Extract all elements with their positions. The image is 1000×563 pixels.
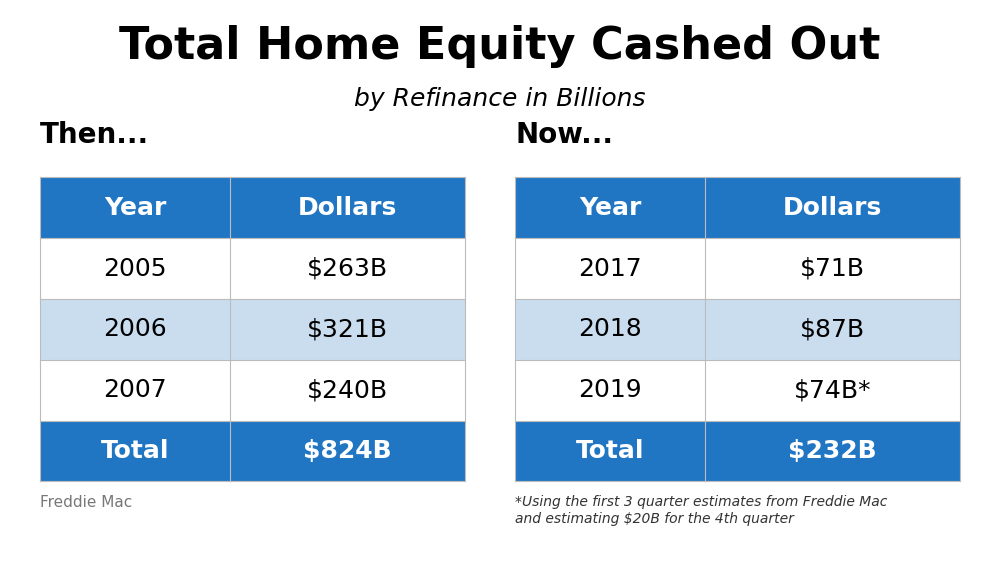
Bar [40,421,230,481]
Bar [515,299,705,360]
Text: by Refinance in Billions: by Refinance in Billions [354,87,646,111]
Text: Dollars: Dollars [783,196,882,220]
Text: $824B: $824B [303,439,392,463]
Text: Dollars: Dollars [298,196,397,220]
Bar [40,238,230,299]
Text: $71B: $71B [800,257,865,280]
Text: 2006: 2006 [103,318,167,341]
Bar [515,421,705,481]
Text: $321B: $321B [307,318,388,341]
Text: 2017: 2017 [578,257,642,280]
Text: Total Home Equity Cashed Out: Total Home Equity Cashed Out [119,25,881,68]
Bar [515,177,705,238]
Text: 2007: 2007 [103,378,167,402]
Text: Now...: Now... [515,121,613,149]
Text: 2018: 2018 [578,318,642,341]
Text: Year: Year [579,196,641,220]
Text: $74B*: $74B* [794,378,871,402]
Bar [40,299,230,360]
Bar [230,299,465,360]
Text: 2019: 2019 [578,378,642,402]
Text: *Using the first 3 quarter estimates from Freddie Mac
and estimating $20B for th: *Using the first 3 quarter estimates fro… [515,495,887,526]
Bar [705,177,960,238]
Text: Total: Total [576,439,644,463]
Bar [230,421,465,481]
Bar [515,360,705,421]
Text: $232B: $232B [788,439,877,463]
Bar [705,421,960,481]
Text: Then...: Then... [40,121,149,149]
Bar [705,299,960,360]
Bar [705,360,960,421]
Text: Freddie Mac: Freddie Mac [40,495,132,511]
Text: 2005: 2005 [103,257,167,280]
Bar [515,238,705,299]
Bar [40,177,230,238]
Text: $240B: $240B [307,378,388,402]
Text: Year: Year [104,196,166,220]
Bar [230,360,465,421]
Bar [230,238,465,299]
Text: $87B: $87B [800,318,865,341]
Text: $263B: $263B [307,257,388,280]
Bar [705,238,960,299]
Text: Total: Total [101,439,169,463]
Bar [230,177,465,238]
Bar [40,360,230,421]
